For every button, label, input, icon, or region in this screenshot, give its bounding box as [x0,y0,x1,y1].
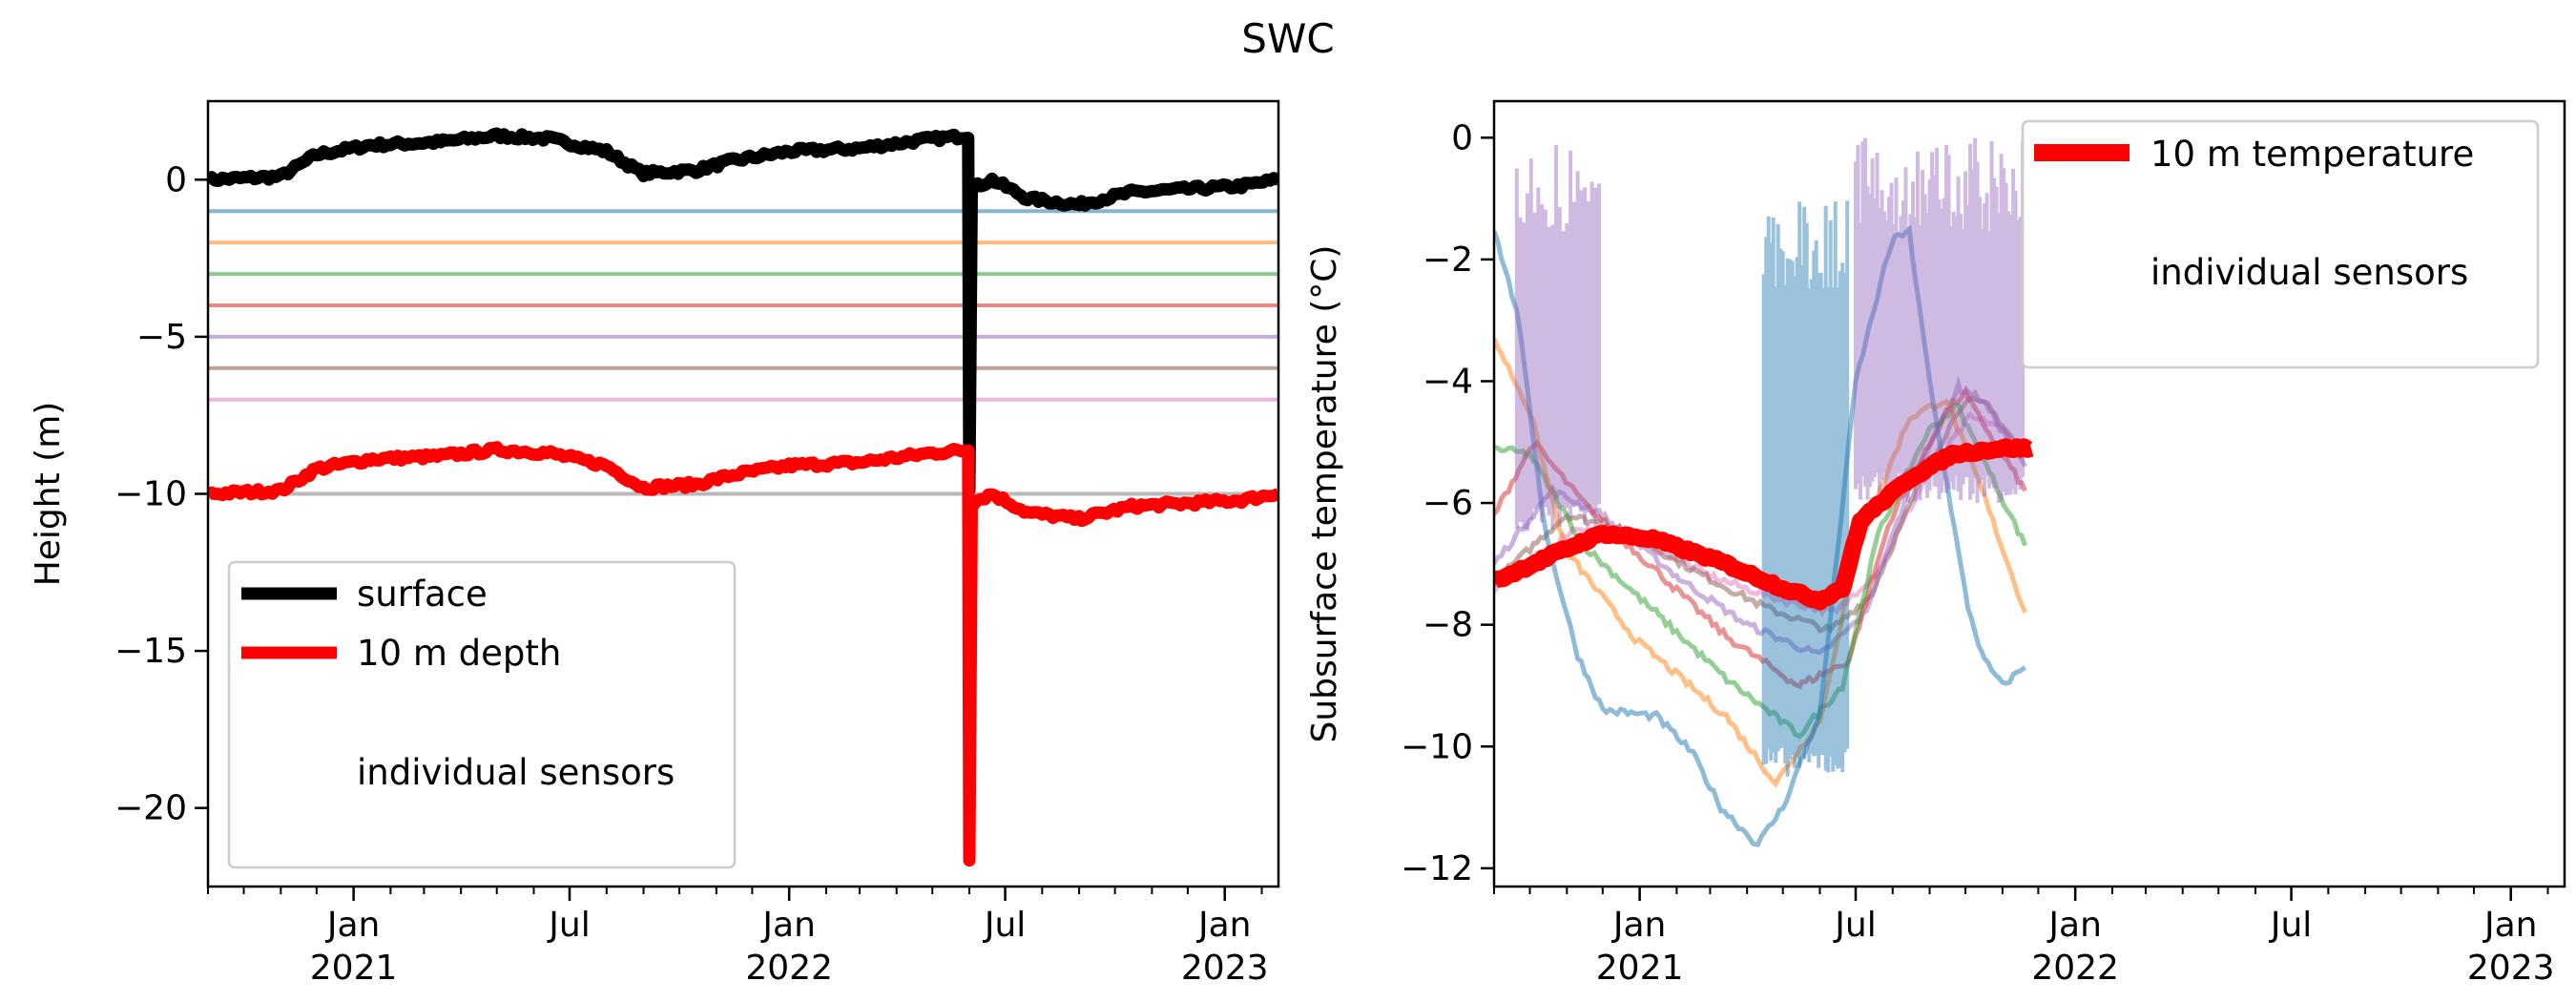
legend-frame [2021,119,2540,369]
plot-frame [1492,99,2566,888]
legend-label-sensors: individual sensors [357,752,675,793]
y-tick-label: −8 [1423,606,1473,645]
sensor-noise [1761,200,1850,777]
x-tick-label-year: 2022 [2031,949,2119,988]
y-tick-label: 0 [165,160,187,199]
y-tick-label: −2 [1423,240,1473,280]
sensor-curve [1494,223,2027,847]
legend-label-surface: surface [357,574,488,615]
x-tick-label-year: 2021 [1596,949,1684,988]
plot-area [1494,137,2037,847]
y-tick-label: −12 [1401,849,1473,888]
y-tick-label: −6 [1423,484,1473,523]
legend: 10 m temperature individual sensors [2021,119,2540,369]
y-tick-label: −15 [114,632,187,671]
x-tick-label-month: Jul [1833,906,1876,945]
sensor-noise [1854,137,2025,504]
y-axis-label: Height (m) [29,402,68,587]
legend: surface 10 m depth individual sensors [227,560,737,869]
sensor-noise [1514,145,1602,532]
depth-line [208,441,1278,867]
figure-title: SWC [1241,15,1335,62]
temperature-chart: Jan 2021 Jul Jan 2022 Jul Jan 2023 0 −2 −4 −6 −8 −10 −… [1305,99,2566,988]
x-tick-label-year: 2021 [310,949,398,988]
x-tick-label-year: 2023 [2467,949,2555,988]
x-tick-label-month: Jan [1196,906,1252,945]
legend-label-depth: 10 m depth [357,633,561,674]
surface-line [208,127,1278,496]
plot-frame [206,99,1280,888]
legend-frame [227,560,737,869]
y-axis-label: Subsurface temperature (°C) [1305,245,1344,743]
y-tick-label: −10 [1401,727,1473,766]
x-tick-label-month: Jul [983,906,1026,945]
x-tick-label-month: Jul [547,906,590,945]
x-tick-label-month: Jan [2046,906,2102,945]
y-tick-label: 0 [1451,118,1473,157]
y-tick-label: −10 [114,475,187,514]
plot-area [208,127,1278,867]
y-tick-label: −5 [136,318,187,357]
legend-label-temp: 10 m temperature [2150,134,2474,175]
x-tick-label-month: Jan [760,906,816,945]
x-tick-label-year: 2023 [1181,949,1269,988]
x-tick-label-month: Jul [2269,906,2312,945]
x-tick-label-month: Jan [1611,906,1667,945]
x-tick-label-month: Jan [325,906,381,945]
legend-label-sensors: individual sensors [2150,252,2468,293]
y-tick-label: −4 [1423,362,1473,401]
y-tick-label: −20 [114,789,187,828]
temp-10m-line [1494,438,2037,611]
x-tick-label-month: Jan [2483,906,2538,945]
x-tick-label-year: 2022 [745,949,833,988]
height-chart: Jan 2021 Jul Jan 2022 Jul Jan 2023 0 −5 −10 −15 −20 H… [29,99,1280,988]
